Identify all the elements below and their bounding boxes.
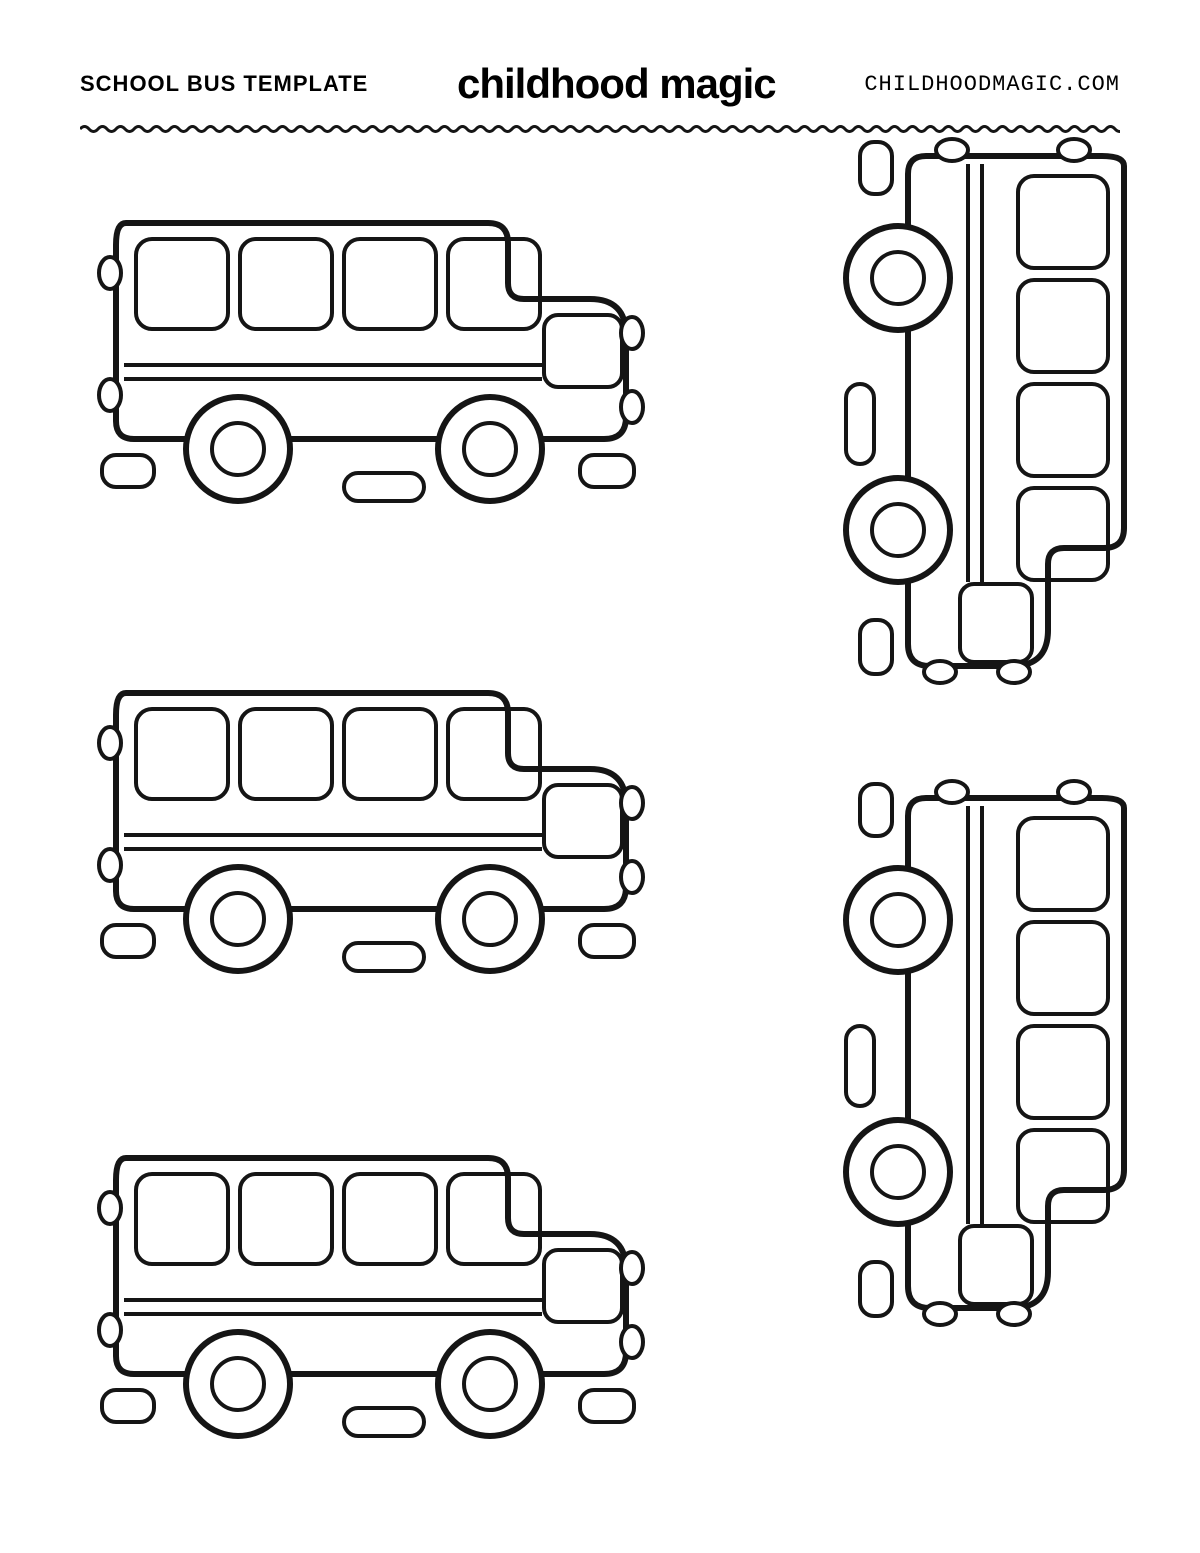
- bus-4: [825, 130, 1160, 700]
- school-bus-icon: [90, 657, 660, 992]
- url-label: CHILDHOODMAGIC.COM: [864, 72, 1120, 97]
- page: SCHOOL BUS TEMPLATE childhood magic CHIL…: [0, 0, 1200, 1553]
- bus-1: [90, 187, 660, 522]
- brand-title: childhood magic: [457, 60, 776, 108]
- school-bus-icon: [90, 1122, 660, 1457]
- title-left: SCHOOL BUS TEMPLATE: [80, 71, 368, 97]
- school-bus-icon: [90, 187, 660, 522]
- bus-5: [825, 772, 1160, 1342]
- school-bus-icon: [825, 130, 1160, 700]
- school-bus-icon: [825, 772, 1160, 1342]
- bus-grid: [80, 167, 1120, 1547]
- header: SCHOOL BUS TEMPLATE childhood magic CHIL…: [80, 60, 1120, 108]
- bus-3: [90, 1122, 660, 1457]
- bus-2: [90, 657, 660, 992]
